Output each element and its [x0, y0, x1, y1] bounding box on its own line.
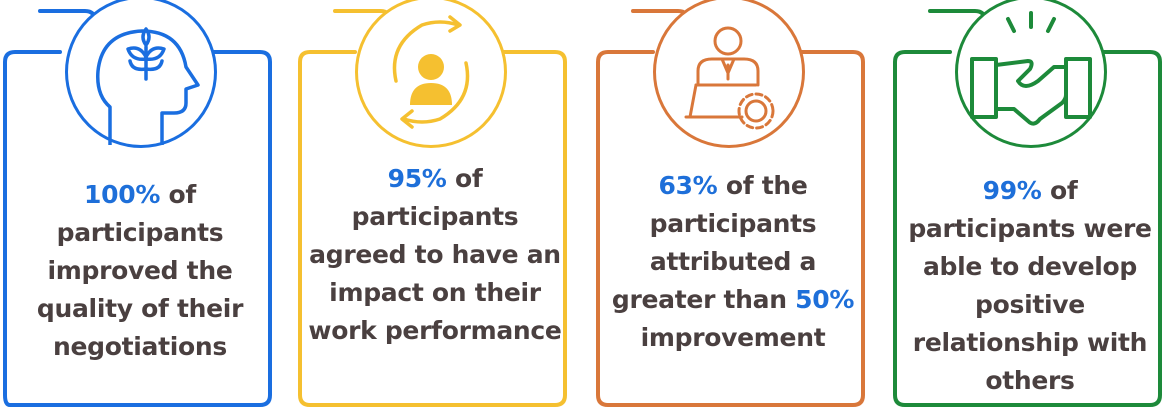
stat-line: 50%: [795, 285, 855, 314]
stat-card-relationships: 99% of participants were able to develop…: [890, 0, 1166, 409]
stat-text: 100% of participants improved the qualit…: [15, 176, 265, 366]
icon-circle: [355, 0, 507, 148]
person-at-laptop-with-gear-icon: [684, 26, 775, 130]
stat-percent: 100%: [84, 180, 161, 209]
stat-percent: 99%: [982, 176, 1042, 205]
icon-circle: [653, 0, 805, 148]
stat-line: quality of their: [36, 294, 244, 323]
stat-line: agreed to have an: [309, 240, 561, 269]
icon-circle: [65, 0, 217, 148]
stat-line: of: [454, 164, 483, 193]
stat-line: of: [168, 180, 197, 209]
stat-line: of the: [725, 171, 808, 200]
stat-line: impact on their: [329, 278, 541, 307]
stat-card-negotiations: 100% of participants improved the qualit…: [0, 0, 280, 409]
stat-line: improvement: [640, 323, 826, 352]
stat-line: positive: [975, 290, 1085, 319]
stat-line: participants: [649, 209, 817, 238]
stat-line: of: [1049, 176, 1078, 205]
icon-circle: [955, 0, 1107, 148]
stat-line: relationship with: [912, 328, 1148, 357]
stat-line: able to develop: [922, 252, 1138, 281]
person-with-cycle-arrows-icon: [392, 15, 470, 129]
stat-percent: 95%: [387, 164, 447, 193]
handshake-icon: [970, 11, 1092, 126]
stat-line: others: [985, 366, 1075, 395]
stat-line: greater than: [611, 285, 787, 314]
stat-line: participants were: [908, 214, 1152, 243]
stat-card-work-performance: 95% of participants agreed to have an im…: [295, 0, 575, 409]
stat-line: participants: [351, 202, 519, 231]
stat-line: participants: [56, 218, 224, 247]
stat-card-improvement: 63% of the participants attributed a gre…: [593, 0, 873, 409]
stat-text: 99% of participants were able to develop…: [895, 172, 1165, 400]
stat-text: 63% of the participants attributed a gre…: [598, 167, 868, 357]
stat-line: attributed a: [649, 247, 817, 276]
stat-text: 95% of participants agreed to have an im…: [300, 160, 570, 350]
stat-line: work performance: [308, 316, 562, 345]
stat-line: negotiations: [53, 332, 227, 361]
stat-line: improved the: [47, 256, 233, 285]
head-with-plant-icon: [96, 27, 200, 145]
stat-percent: 63%: [658, 171, 718, 200]
